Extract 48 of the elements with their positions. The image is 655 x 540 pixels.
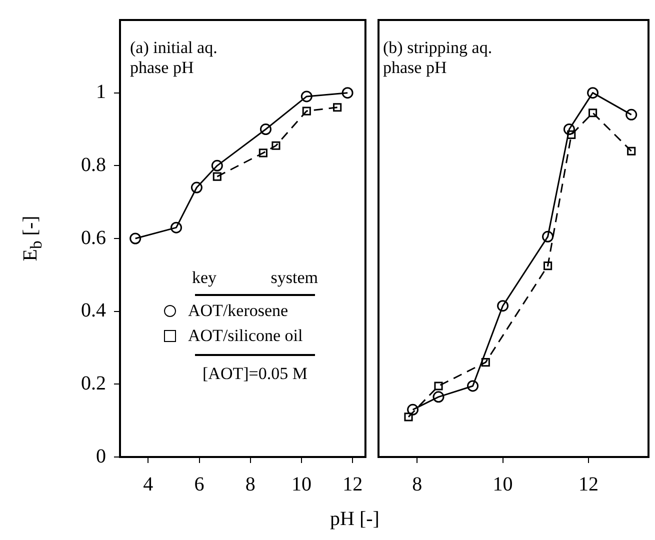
point	[563, 124, 575, 135]
point	[342, 87, 354, 99]
y-tick-label: 0.8	[81, 154, 106, 176]
point	[481, 358, 490, 367]
x-tick-label: 4	[143, 473, 154, 496]
point	[170, 222, 182, 234]
x-tick-label: 12	[342, 473, 363, 496]
point	[587, 87, 599, 99]
point	[567, 130, 576, 139]
x-tick-label: 8	[412, 473, 422, 496]
point	[272, 141, 280, 150]
point	[588, 108, 598, 118]
point	[542, 230, 554, 242]
point	[258, 148, 268, 158]
point	[544, 262, 552, 270]
point	[300, 90, 312, 102]
annotation: [AOT]=0.05 M	[202, 363, 308, 384]
point	[497, 300, 509, 312]
legend-title: key system	[190, 268, 320, 289]
y-tick-label: 0.2	[81, 372, 106, 394]
x-axis-title: pH [-]	[330, 508, 380, 531]
x-tick-label: 8	[245, 473, 256, 496]
y-tick-label: 1	[96, 81, 106, 104]
point	[626, 108, 638, 120]
x-tick-label: 10	[292, 473, 312, 496]
x-tick-label: 6	[194, 473, 204, 496]
point	[404, 412, 413, 422]
y-tick-label: 0	[96, 445, 106, 468]
point	[432, 391, 444, 403]
point	[211, 160, 223, 172]
point	[212, 172, 222, 181]
legend-label: AOT/silicone oil	[188, 326, 303, 346]
point	[260, 124, 272, 135]
point	[130, 232, 142, 244]
y-tick-label: 0.4	[81, 300, 106, 322]
legend-label: AOT/kerosene	[188, 301, 288, 321]
point	[407, 404, 419, 416]
y-tick-label: 0.6	[81, 226, 106, 249]
point	[302, 106, 311, 116]
point	[333, 103, 342, 112]
point	[627, 146, 636, 156]
x-tick-label: 10	[492, 473, 513, 496]
point	[190, 182, 202, 194]
x-tick-label: 12	[578, 473, 598, 496]
point	[467, 380, 479, 392]
text: (a) initial aq. phase pH	[130, 38, 218, 78]
point	[434, 382, 443, 390]
text: (b) stripping aq. phase pH	[383, 38, 494, 78]
